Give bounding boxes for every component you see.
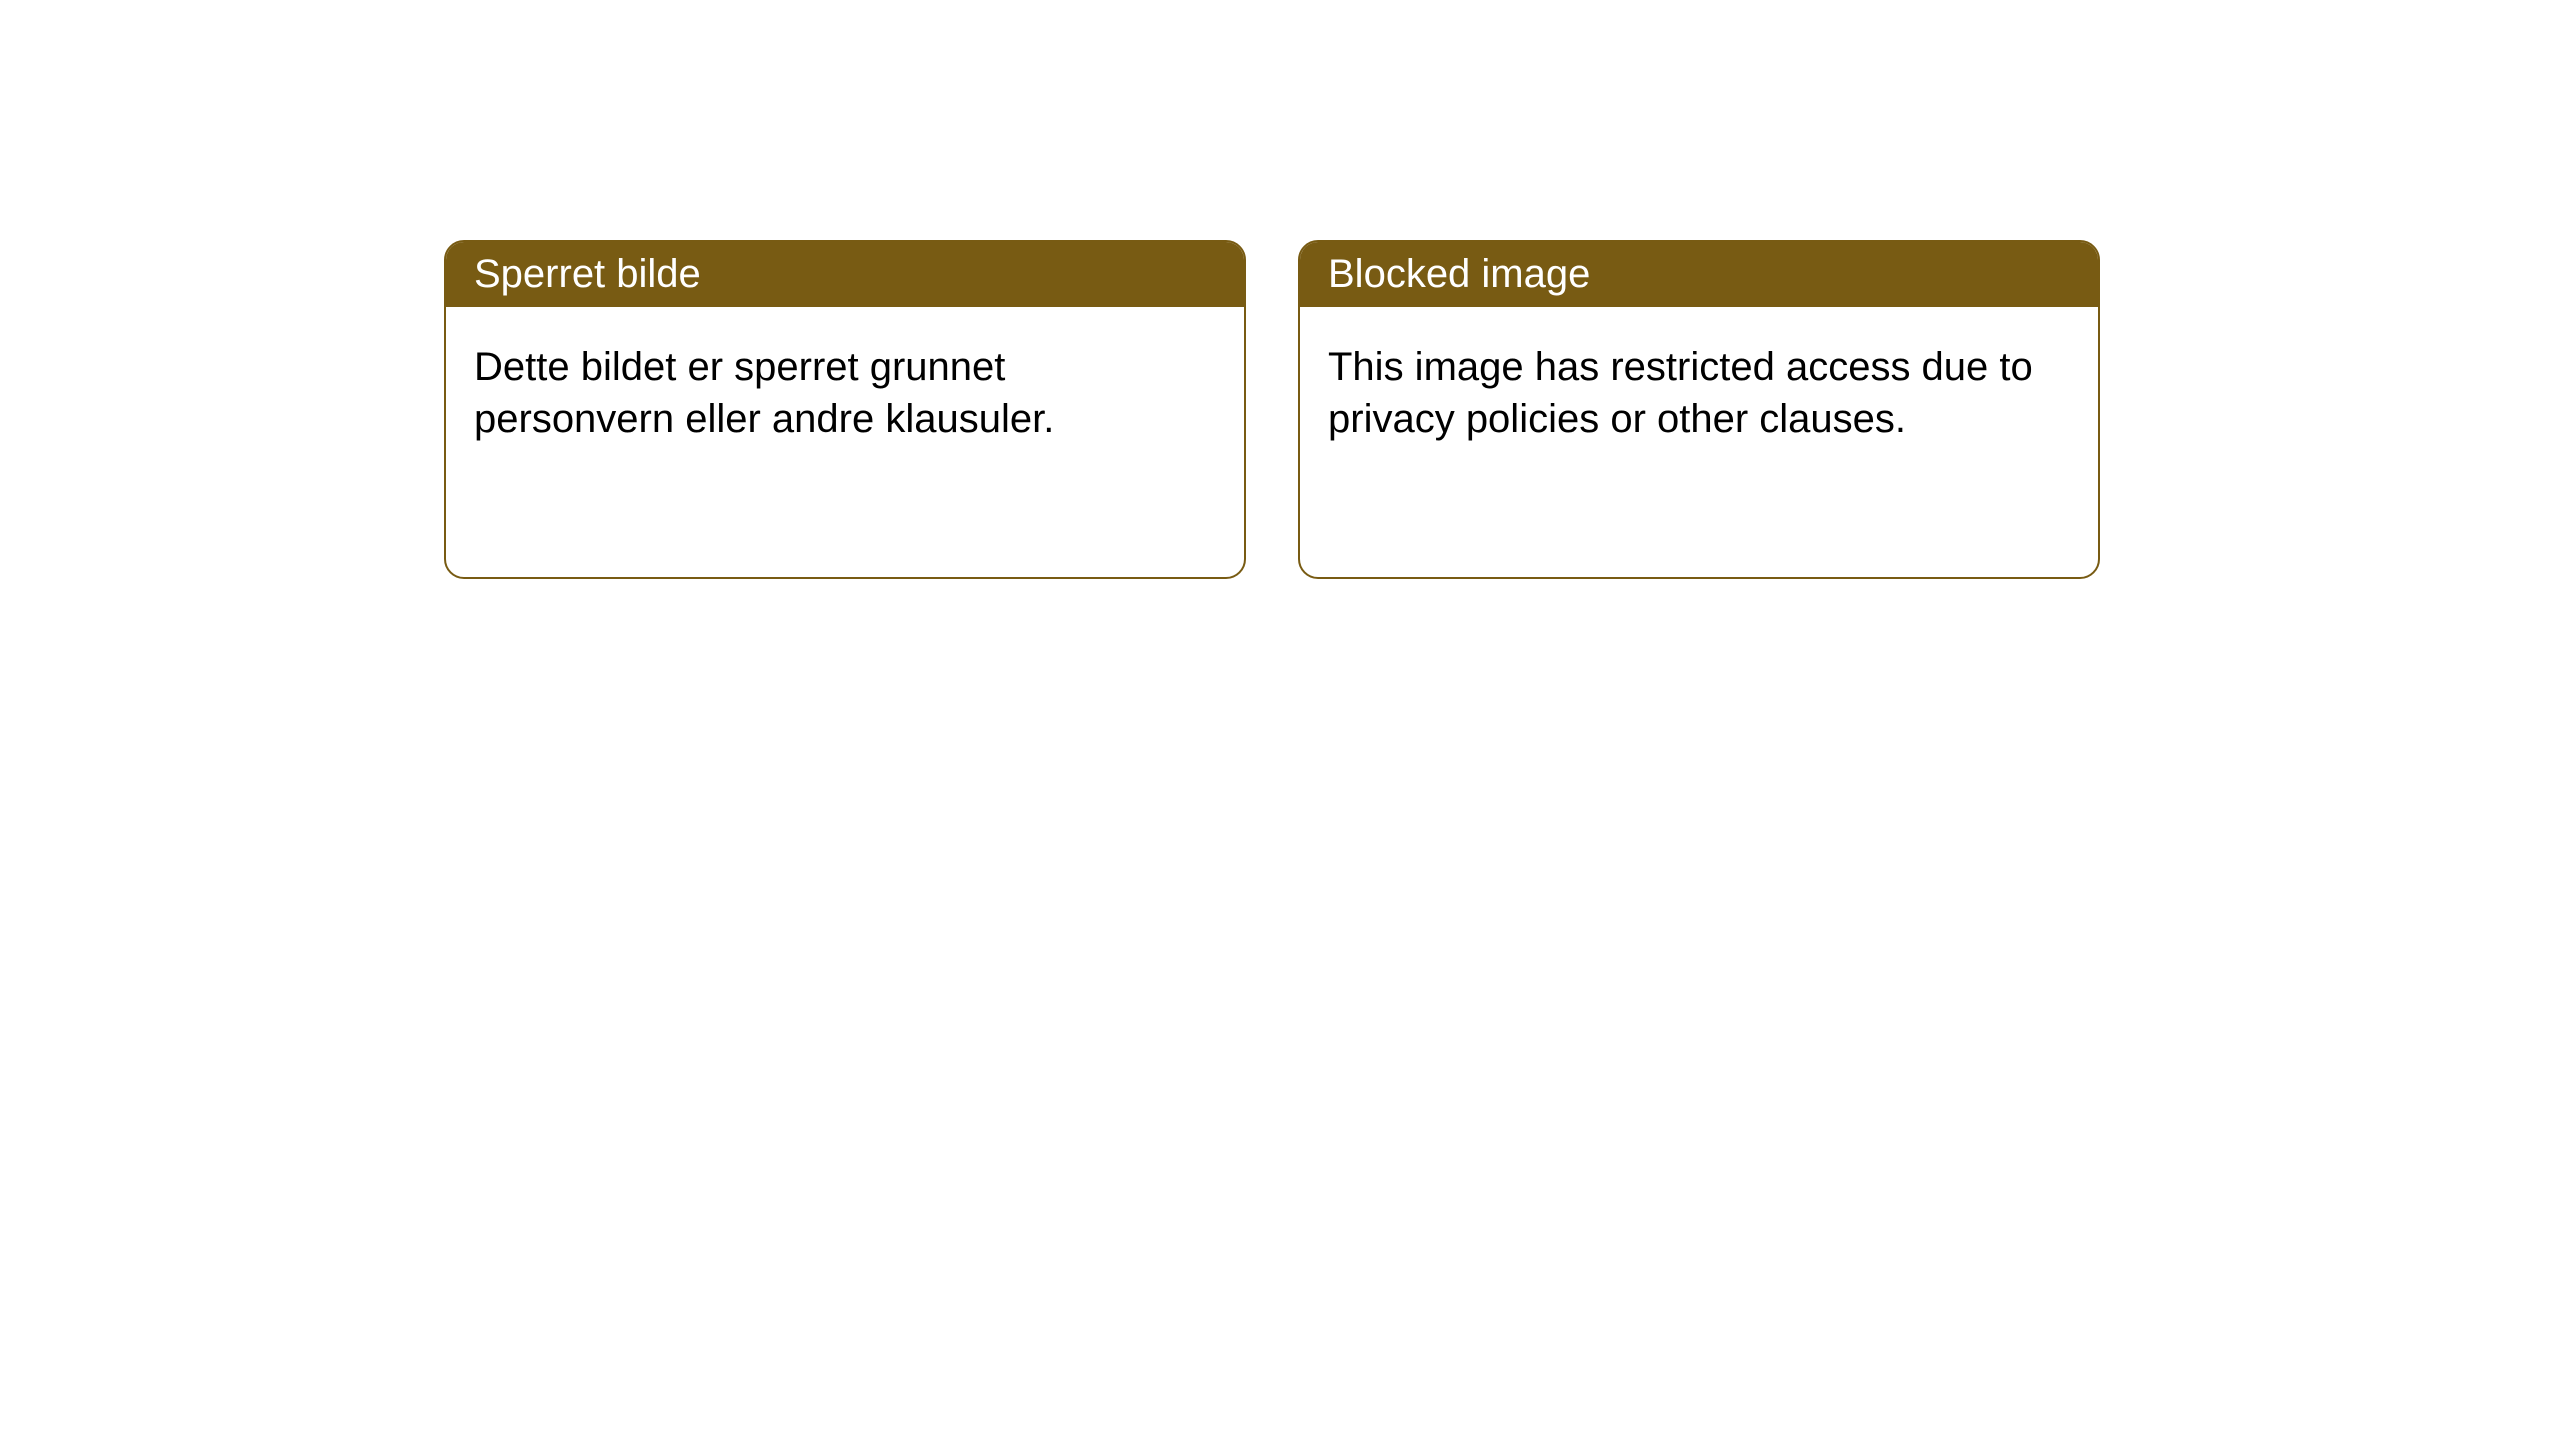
notice-card-english: Blocked image This image has restricted … [1298, 240, 2100, 579]
notice-cards-row: Sperret bilde Dette bildet er sperret gr… [444, 240, 2100, 579]
notice-card-norwegian: Sperret bilde Dette bildet er sperret gr… [444, 240, 1246, 579]
notice-card-header: Blocked image [1300, 242, 2098, 307]
notice-card-text: Dette bildet er sperret grunnet personve… [474, 341, 1216, 445]
notice-card-header: Sperret bilde [446, 242, 1244, 307]
notice-card-body: Dette bildet er sperret grunnet personve… [446, 307, 1244, 577]
notice-card-text: This image has restricted access due to … [1328, 341, 2070, 445]
notice-card-body: This image has restricted access due to … [1300, 307, 2098, 577]
notice-card-title: Blocked image [1328, 252, 1590, 296]
notice-card-title: Sperret bilde [474, 252, 701, 296]
